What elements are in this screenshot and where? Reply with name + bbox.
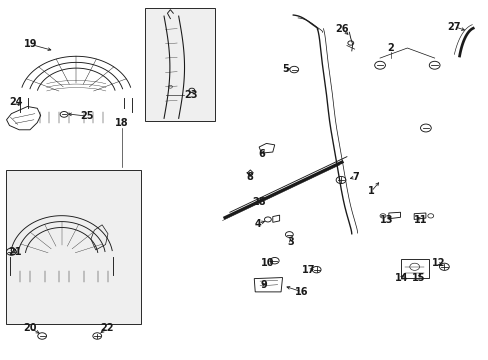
Text: 24: 24 xyxy=(10,97,23,107)
Text: 11: 11 xyxy=(413,215,427,225)
Bar xyxy=(144,8,215,121)
Text: 20: 20 xyxy=(23,323,37,333)
Text: 27: 27 xyxy=(447,22,460,32)
Text: 4: 4 xyxy=(254,219,261,229)
Bar xyxy=(5,170,141,324)
Text: 6: 6 xyxy=(258,149,264,159)
Text: 7: 7 xyxy=(351,172,358,182)
Text: 14: 14 xyxy=(394,273,407,283)
Text: 28: 28 xyxy=(252,197,265,207)
Text: 23: 23 xyxy=(184,90,197,100)
Text: 8: 8 xyxy=(245,172,252,182)
Text: 2: 2 xyxy=(386,43,393,53)
Text: 1: 1 xyxy=(367,186,374,197)
Text: 19: 19 xyxy=(24,40,38,49)
Text: 25: 25 xyxy=(81,111,94,121)
Text: 26: 26 xyxy=(335,24,348,35)
Text: 15: 15 xyxy=(411,273,425,283)
Text: 3: 3 xyxy=(287,237,294,247)
Text: 22: 22 xyxy=(100,323,114,333)
Text: 9: 9 xyxy=(260,280,267,290)
Text: 10: 10 xyxy=(261,258,274,268)
Text: 17: 17 xyxy=(302,265,315,275)
Text: 16: 16 xyxy=(295,287,308,297)
Text: 18: 18 xyxy=(115,118,128,128)
Text: 21: 21 xyxy=(9,247,22,257)
Text: 13: 13 xyxy=(379,215,393,225)
Text: 5: 5 xyxy=(282,64,289,74)
Text: 12: 12 xyxy=(431,258,445,268)
